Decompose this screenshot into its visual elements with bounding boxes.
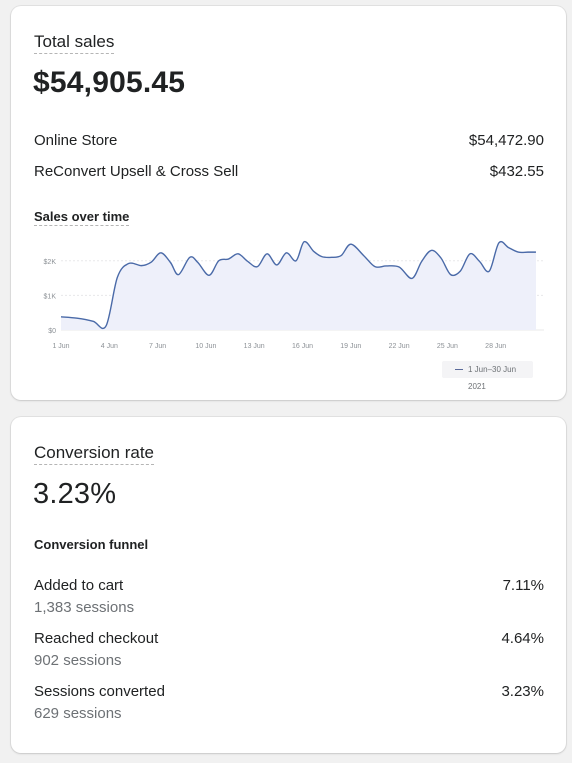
sessions-converted-label: Sessions converted (34, 683, 165, 700)
sessions-converted-value: 3.23% (501, 683, 544, 700)
conversion-rate-value: 3.23% (33, 478, 117, 510)
added-to-cart-label: Added to cart (34, 577, 124, 594)
reconvert-label: ReConvert Upsell & Cross Sell (34, 163, 239, 180)
x-tick-label: 22 Jun (389, 343, 410, 350)
online-store-value: $54,472.90 (468, 132, 544, 149)
legend-line-swatch (455, 369, 463, 370)
total-sales-value: $54,905.45 (33, 66, 186, 99)
added-to-cart-value: 7.11% (502, 577, 544, 594)
total-sales-title[interactable]: Total sales (34, 32, 115, 54)
conversion-funnel-title: Conversion funnel (34, 537, 149, 552)
reached-checkout-sessions: 902 sessions (34, 652, 122, 669)
conversion-rate-card: Conversion rate 3.23% Conversion funnel … (11, 417, 566, 753)
reached-checkout-value: 4.64% (501, 630, 544, 647)
x-tick-label: 13 Jun (244, 343, 265, 350)
y-tick-label: $0 (48, 328, 56, 335)
added-to-cart-sessions: 1,383 sessions (34, 599, 135, 616)
sessions-converted-sessions: 629 sessions (34, 705, 122, 722)
x-tick-label: 4 Jun (101, 343, 118, 350)
x-tick-label: 28 Jun (485, 343, 506, 350)
y-tick-label: $2K (44, 259, 57, 266)
conversion-rate-title[interactable]: Conversion rate (34, 443, 155, 465)
y-tick-label: $1K (44, 293, 57, 300)
series-area-0 (61, 241, 536, 330)
legend-label: 1 Jun–30 Jun 2021 (468, 365, 517, 391)
chart-legend: 1 Jun–30 Jun 2021 (442, 361, 533, 391)
sales-over-time-chart: $0 $1K $2K 1 Jun 4 Jun 7 Jun 10 Jun 13 Jun 16 Ju… (44, 240, 544, 350)
reached-checkout-label: Reached checkout (34, 630, 159, 647)
online-store-label: Online Store (34, 132, 118, 149)
x-tick-label: 19 Jun (340, 343, 361, 350)
reconvert-value: $432.55 (489, 163, 544, 180)
x-tick-label: 16 Jun (292, 343, 313, 350)
x-tick-label: 25 Jun (437, 343, 458, 350)
total-sales-card: Total sales $54,905.45 Online Store $54,… (11, 6, 566, 400)
x-tick-label: 1 Jun (52, 343, 69, 350)
series-line-0 (60, 240, 536, 330)
sales-over-time-title[interactable]: Sales over time (34, 209, 130, 226)
x-tick-label: 10 Jun (195, 343, 216, 350)
x-tick-label: 7 Jun (149, 343, 166, 350)
